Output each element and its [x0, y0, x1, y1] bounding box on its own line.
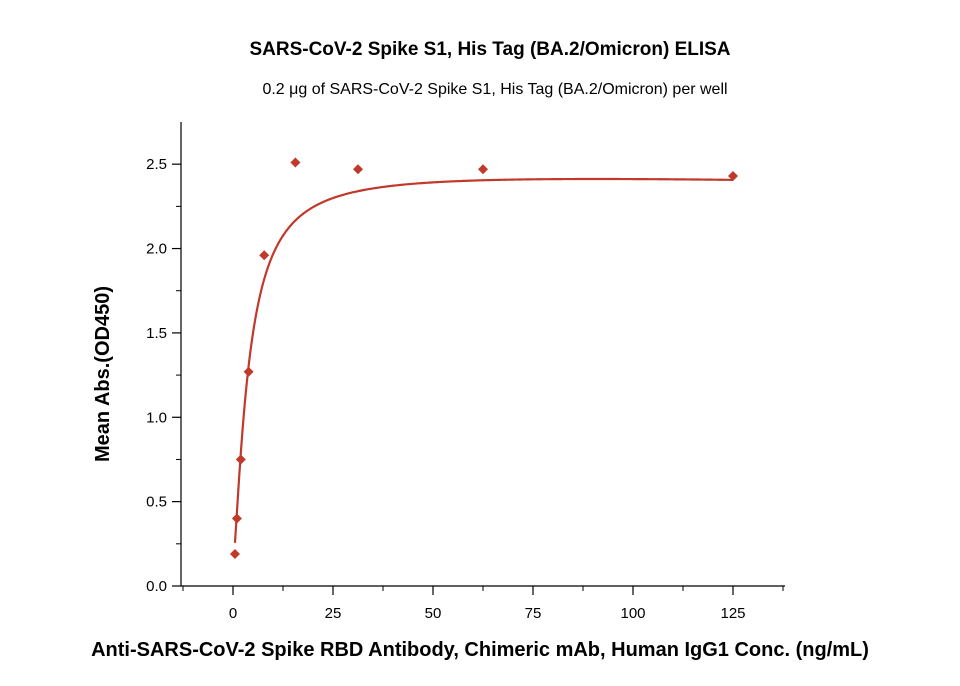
x-tick-label: 100	[620, 605, 645, 622]
y-tick-label: 0.0	[146, 578, 167, 595]
y-axis-title: Mean Abs.(OD450)	[92, 286, 114, 462]
data-point	[478, 164, 488, 175]
axes	[180, 122, 785, 587]
y-tick-label: 2.0	[146, 241, 167, 258]
y-tick-label: 1.5	[146, 325, 167, 342]
chart-subtitle: 0.2 μg of SARS-CoV-2 Spike S1, His Tag (…	[262, 81, 727, 98]
tick-marks	[172, 163, 784, 595]
fit-curve	[233, 177, 734, 543]
x-axis-title: Anti-SARS-CoV-2 Spike RBD Antibody, Chim…	[91, 639, 869, 661]
x-tick-label: 125	[720, 605, 745, 622]
data-point	[235, 454, 246, 465]
y-tick-label: 1.0	[146, 409, 167, 426]
data-point	[231, 513, 242, 524]
chart-title: SARS-CoV-2 Spike S1, His Tag (BA.2/Omicr…	[249, 39, 730, 60]
y-tick-label: 2.5	[146, 156, 167, 173]
x-tick-label: 75	[525, 605, 542, 622]
data-points	[229, 157, 738, 559]
data-point	[353, 164, 363, 175]
x-tick-label: 0	[229, 605, 237, 622]
data-point	[243, 366, 254, 377]
data-point	[229, 548, 240, 559]
x-tick-label: 25	[325, 605, 342, 622]
tick-labels: 0 25 50 75 100 125 0.0 0.5 1.0 1.5 2.0 2.5	[146, 156, 745, 622]
x-tick-label: 50	[425, 605, 442, 622]
y-tick-label: 0.5	[146, 494, 167, 511]
data-point	[290, 157, 301, 168]
data-point	[259, 250, 270, 261]
data-point	[728, 170, 738, 181]
